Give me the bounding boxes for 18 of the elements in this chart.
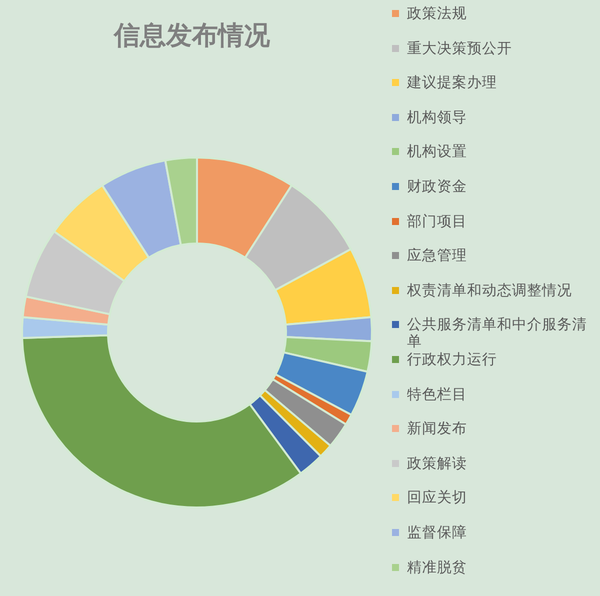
legend-label: 部门项目 [407,212,468,230]
legend-label: 政策法规 [407,5,468,22]
legend-label: 新闻发布 [407,420,468,438]
legend-label: 应急管理 [407,247,468,264]
legend-label: 回应关切 [407,489,468,506]
legend-label: 精准脱贫 [407,558,468,576]
legend-label: 重大决策预公开 [407,40,513,57]
legend-label: 公共服务清单和中介服务清单 [407,316,588,350]
legend-label: 机构领导 [407,108,468,126]
legend-label: 监督保障 [407,524,468,541]
legend-label: 建议提案办理 [407,74,498,92]
text: 信息发布情况 [113,21,271,51]
legend-label: 财政资金 [407,178,468,195]
legend-label: 机构设置 [407,143,468,160]
legend-label: 权责清单和动态调整情况 [407,282,573,299]
legend-label: 特色栏目 [407,386,468,403]
legend-label: 政策解读 [407,454,468,472]
legend-label: 行政权力运行 [407,351,498,368]
